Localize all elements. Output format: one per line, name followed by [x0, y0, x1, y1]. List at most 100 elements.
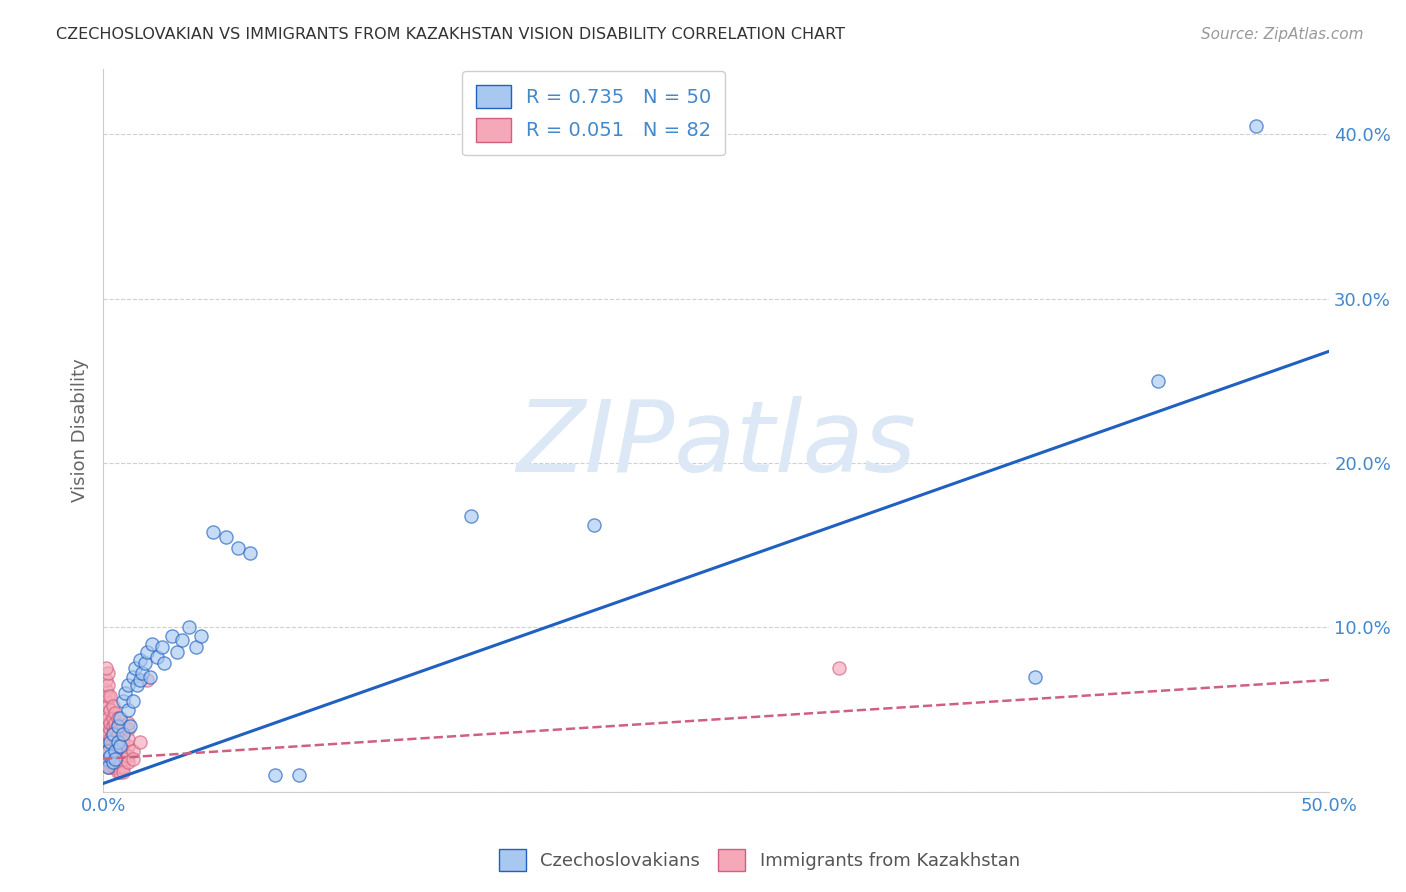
Point	[129, 673, 152, 687]
Point	[100, 690, 122, 704]
Text: Source: ZipAtlas.com: Source: ZipAtlas.com	[1201, 27, 1364, 42]
Point	[100, 755, 122, 769]
Point	[107, 711, 129, 725]
Point	[177, 620, 200, 634]
Point	[141, 637, 163, 651]
Point	[114, 686, 136, 700]
Point	[107, 735, 129, 749]
Point	[104, 755, 127, 769]
Point	[1024, 670, 1046, 684]
Point	[153, 657, 176, 671]
Point	[111, 752, 134, 766]
Point	[97, 727, 120, 741]
Point	[120, 719, 142, 733]
Point	[100, 739, 122, 753]
Point	[107, 719, 129, 733]
Point	[117, 755, 139, 769]
Point	[111, 760, 134, 774]
Point	[94, 752, 117, 766]
Point	[190, 629, 212, 643]
Point	[136, 645, 159, 659]
Point	[100, 732, 122, 747]
Point	[104, 706, 127, 720]
Point	[121, 694, 143, 708]
Point	[100, 760, 122, 774]
Point	[100, 735, 122, 749]
Legend: R = 0.735   N = 50, R = 0.051   N = 82: R = 0.735 N = 50, R = 0.051 N = 82	[463, 71, 725, 155]
Point	[124, 661, 146, 675]
Point	[104, 760, 127, 774]
Point	[110, 739, 132, 753]
Point	[104, 752, 127, 766]
Point	[166, 645, 188, 659]
Point	[104, 739, 127, 753]
Y-axis label: Vision Disability: Vision Disability	[72, 359, 89, 502]
Point	[202, 524, 225, 539]
Point	[110, 748, 132, 763]
Point	[97, 666, 120, 681]
Point	[94, 715, 117, 730]
Point	[97, 735, 120, 749]
Point	[186, 640, 208, 654]
Point	[94, 723, 117, 737]
Point	[94, 706, 117, 720]
Point	[97, 760, 120, 774]
Point	[129, 653, 152, 667]
Point	[107, 764, 129, 779]
Point	[100, 715, 122, 730]
Point	[226, 541, 249, 556]
Point	[94, 661, 117, 675]
Point	[117, 748, 139, 763]
Point	[97, 690, 120, 704]
Point	[111, 694, 134, 708]
Point	[107, 752, 129, 766]
Point	[107, 743, 129, 757]
Point	[101, 735, 124, 749]
Point	[111, 743, 134, 757]
Legend: Czechoslovakians, Immigrants from Kazakhstan: Czechoslovakians, Immigrants from Kazakh…	[492, 842, 1026, 879]
Point	[1146, 374, 1168, 388]
Point	[94, 748, 117, 763]
Point	[94, 682, 117, 697]
Point	[97, 699, 120, 714]
Point	[100, 723, 122, 737]
Point	[97, 743, 120, 757]
Point	[150, 640, 173, 654]
Point	[94, 743, 117, 757]
Point	[288, 768, 311, 782]
Point	[110, 711, 132, 725]
Point	[110, 755, 132, 769]
Point	[828, 661, 851, 675]
Point	[104, 723, 127, 737]
Point	[110, 764, 132, 779]
Point	[100, 748, 122, 763]
Point	[107, 727, 129, 741]
Point	[94, 732, 117, 747]
Point	[111, 735, 134, 749]
Point	[117, 678, 139, 692]
Point	[215, 530, 238, 544]
Point	[131, 666, 153, 681]
Point	[138, 670, 160, 684]
Point	[104, 748, 127, 763]
Point	[117, 702, 139, 716]
Point	[121, 752, 143, 766]
Point	[100, 748, 122, 763]
Point	[101, 752, 124, 766]
Point	[127, 678, 149, 692]
Point	[111, 727, 134, 741]
Point	[101, 743, 124, 757]
Point	[107, 719, 129, 733]
Point	[94, 755, 117, 769]
Point	[117, 739, 139, 753]
Point	[94, 694, 117, 708]
Point	[101, 755, 124, 769]
Point	[101, 727, 124, 741]
Point	[1244, 119, 1267, 133]
Point	[94, 727, 117, 741]
Point	[97, 752, 120, 766]
Point	[460, 508, 482, 523]
Point	[136, 673, 159, 687]
Point	[160, 629, 183, 643]
Point	[104, 743, 127, 757]
